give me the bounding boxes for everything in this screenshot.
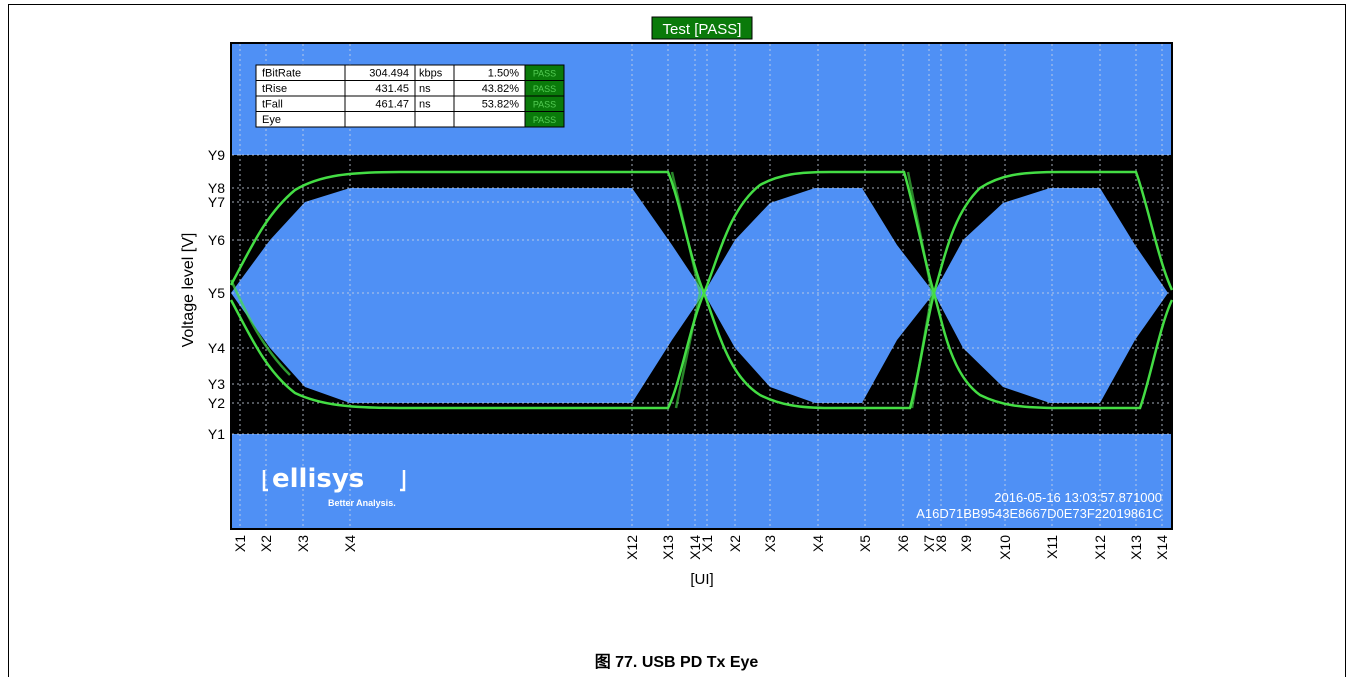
table-cell: Eye [262, 114, 281, 126]
capture-id: A16D71BB9543E8667D0E73F22019861C [916, 506, 1162, 521]
x-tick-label: X9 [958, 535, 974, 552]
table-cell: 1.50% [488, 68, 519, 80]
figure-frame [8, 4, 1346, 677]
y-tick-label: Y9 [208, 147, 225, 163]
x-tick-label: X4 [810, 535, 826, 552]
table-cell: tRise [262, 83, 287, 95]
x-tick-label: X3 [295, 535, 311, 552]
x-tick-label: X14 [687, 535, 703, 560]
table-cell: fBitRate [262, 68, 301, 80]
y-tick-label: Y7 [208, 194, 225, 210]
x-tick-label: X5 [857, 535, 873, 552]
timestamp: 2016-05-16 13:03:57.871000 [994, 490, 1162, 505]
x-tick-label: X11 [1044, 535, 1060, 559]
y-tick-label: Y5 [208, 285, 225, 301]
eye-opening-1 [231, 188, 704, 403]
x-tick-label: X13 [1128, 535, 1144, 560]
table-cell: 304.494 [369, 68, 409, 80]
x-tick-label: X12 [624, 535, 640, 560]
table-cell: PASS [533, 69, 556, 79]
table-cell: tFall [262, 99, 283, 111]
x-tick-label: X1 [232, 535, 248, 552]
x-tick-label: X13 [660, 535, 676, 560]
title-badge [651, 16, 753, 40]
logo-tagline: Better Analysis. [328, 498, 396, 508]
y-tick-label: Y2 [208, 395, 225, 411]
table-cell: ns [419, 83, 431, 95]
table-cell: 43.82% [482, 83, 520, 95]
x-tick-label: X2 [727, 535, 743, 552]
x-tick-label: X2 [258, 535, 274, 552]
x-axis-label: [UI] [690, 571, 713, 588]
x-tick-label: X14 [1154, 535, 1170, 560]
figure-caption: 图 77. USB PD Tx Eye [594, 654, 759, 671]
eye-opening-2 [704, 188, 934, 403]
signal-traces [229, 170, 1174, 410]
y-tick-label: Y6 [208, 232, 225, 248]
y-tick-label: Y8 [208, 180, 225, 196]
x-tick-label: X3 [762, 535, 778, 552]
x-tick-label: X8 [933, 535, 949, 552]
eye-opening-3 [934, 188, 1168, 403]
y-tick-label: Y3 [208, 376, 225, 392]
chart-title: Test [PASS] [663, 21, 742, 38]
y-tick-label: Y4 [208, 340, 225, 356]
table-cell: 461.47 [375, 99, 409, 111]
table-cell: kbps [419, 68, 443, 80]
x-tick-label: X7 [921, 535, 937, 552]
table-cell: PASS [533, 84, 556, 94]
y-tick-label: Y1 [208, 426, 225, 442]
grid-lines [232, 44, 1171, 528]
x-tick-label: X12 [1092, 535, 1108, 560]
x-tick-label: X4 [342, 535, 358, 552]
logo-wordmark: ellisys [272, 464, 364, 494]
table-cell: PASS [533, 115, 556, 125]
x-tick-label: X10 [997, 535, 1013, 560]
x-tick-label: X6 [895, 535, 911, 552]
x-tick-label: X1 [699, 535, 715, 552]
results-table: fBitRate 304.494 kbps 1.50% PASS tRise 431.45 n… [255, 64, 565, 128]
table-cell: 431.45 [375, 83, 409, 95]
table-cell: 53.82% [482, 99, 520, 111]
ellisys-logo: ellisys Better Analysis. [262, 464, 406, 508]
table-cell: ns [419, 99, 431, 111]
y-axis-label: Voltage level [V] [180, 233, 197, 348]
table-cell: PASS [533, 100, 556, 110]
